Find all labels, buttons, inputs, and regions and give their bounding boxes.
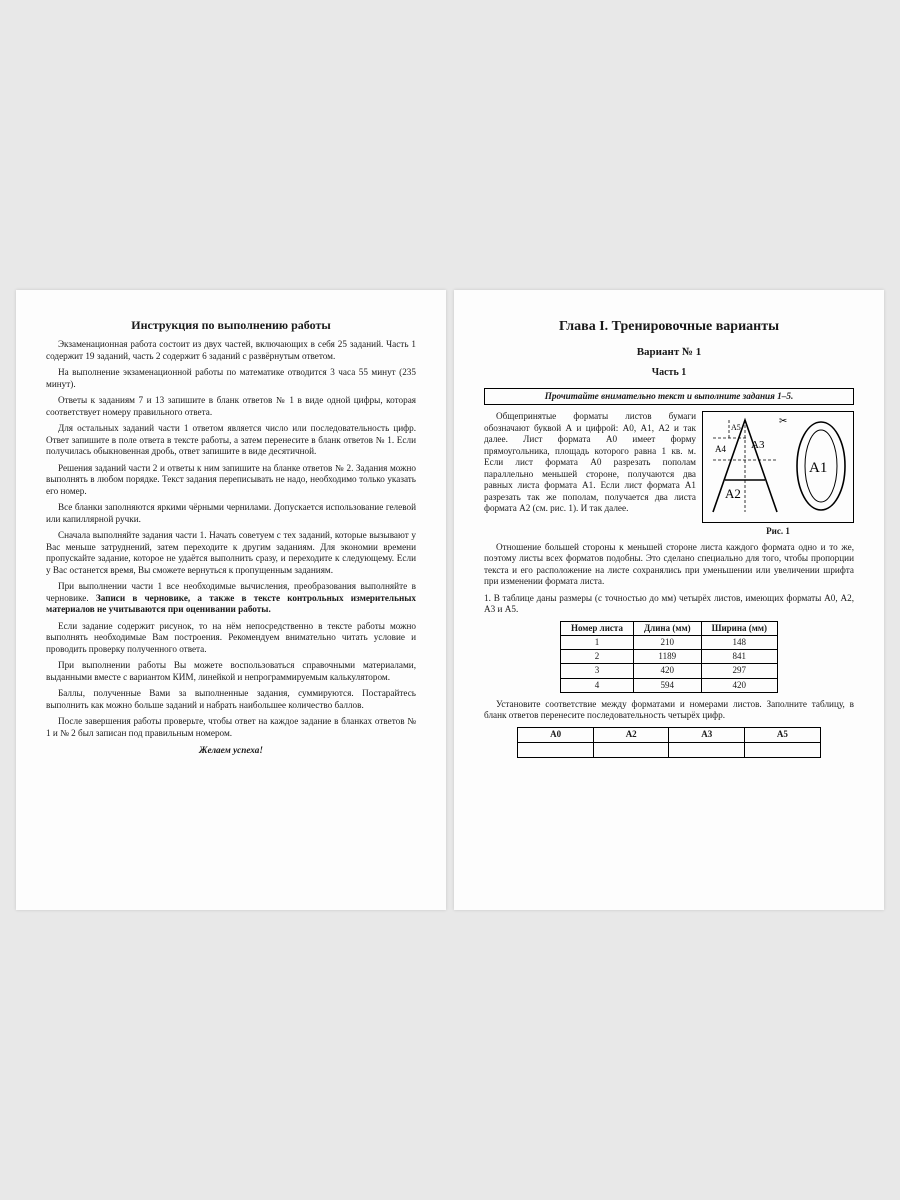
answer-cell bbox=[669, 742, 745, 757]
q1-lead: 1. В таблице даны размеры (с точностью д… bbox=[484, 593, 854, 616]
ratio-para: Отношение большей стороны к меньшей стор… bbox=[484, 542, 854, 588]
table-row: 21189841 bbox=[560, 650, 777, 664]
para: При выполнении части 1 все необходимые в… bbox=[46, 581, 416, 616]
para: Все бланки заполняются яркими чёрными че… bbox=[46, 502, 416, 525]
answer-cell bbox=[593, 742, 669, 757]
svg-text:A4: A4 bbox=[715, 444, 726, 454]
figure-1: ✂ A5 A4 A3 A2 A1 Рис. 1 bbox=[702, 411, 854, 537]
th: Длина (мм) bbox=[633, 621, 701, 635]
svg-text:A5: A5 bbox=[731, 423, 741, 432]
answer-cell bbox=[518, 742, 594, 757]
chapter-title: Глава I. Тренировочные варианты bbox=[484, 318, 854, 336]
q1-tail: Установите соответствие между форматами … bbox=[484, 699, 854, 722]
svg-text:A1: A1 bbox=[809, 460, 827, 476]
intro-block: Общепринятые форматы листов бумаги обозн… bbox=[484, 411, 854, 537]
para: Для остальных заданий части 1 ответом яв… bbox=[46, 423, 416, 458]
right-page: Глава I. Тренировочные варианты Вариант … bbox=[454, 290, 884, 910]
variant-title: Вариант № 1 bbox=[484, 346, 854, 360]
answer-cell bbox=[745, 742, 821, 757]
intro-text: Общепринятые форматы листов бумаги обозн… bbox=[484, 411, 696, 515]
scissors-icon: ✂ bbox=[779, 416, 787, 427]
para: Экзаменационная работа состоит из двух ч… bbox=[46, 339, 416, 362]
th: А3 bbox=[669, 727, 745, 742]
table-row: 1210148 bbox=[560, 635, 777, 649]
th: А0 bbox=[518, 727, 594, 742]
th: А2 bbox=[593, 727, 669, 742]
table-row: 4594420 bbox=[560, 678, 777, 692]
answer-row bbox=[518, 742, 820, 757]
figure-frame: ✂ A5 A4 A3 A2 A1 bbox=[702, 411, 854, 523]
para: Если задание содержит рисунок, то на нём… bbox=[46, 621, 416, 656]
th: Ширина (мм) bbox=[701, 621, 777, 635]
svg-text:A2: A2 bbox=[725, 486, 741, 501]
figure-caption: Рис. 1 bbox=[702, 526, 854, 537]
boxed-instruction: Прочитайте внимательно текст и выполните… bbox=[484, 388, 854, 406]
table-row: 3420297 bbox=[560, 664, 777, 678]
para: Решения заданий части 2 и ответы к ним з… bbox=[46, 463, 416, 498]
para: Сначала выполняйте задания части 1. Нача… bbox=[46, 530, 416, 576]
para: После завершения работы проверьте, чтобы… bbox=[46, 716, 416, 739]
paper-formats-diagram: ✂ A5 A4 A3 A2 A1 bbox=[703, 412, 853, 522]
dimensions-table: Номер листа Длина (мм) Ширина (мм) 12101… bbox=[560, 621, 778, 693]
book-spread: Инструкция по выполнению работы Экзамена… bbox=[0, 0, 900, 1200]
instruction-title: Инструкция по выполнению работы bbox=[46, 318, 416, 333]
th: Номер листа bbox=[560, 621, 633, 635]
wish-text: Желаем успеха! bbox=[46, 745, 416, 757]
th: А5 bbox=[745, 727, 821, 742]
part-title: Часть 1 bbox=[484, 367, 854, 380]
left-page: Инструкция по выполнению работы Экзамена… bbox=[16, 290, 446, 910]
para: Ответы к заданиям 7 и 13 запишите в блан… bbox=[46, 395, 416, 418]
para: Баллы, полученные Вами за выполненные за… bbox=[46, 688, 416, 711]
answer-table: А0 А2 А3 А5 bbox=[517, 727, 820, 758]
para: При выполнении работы Вы можете воспольз… bbox=[46, 660, 416, 683]
svg-text:A3: A3 bbox=[751, 439, 765, 451]
para: На выполнение экзаменационной работы по … bbox=[46, 367, 416, 390]
